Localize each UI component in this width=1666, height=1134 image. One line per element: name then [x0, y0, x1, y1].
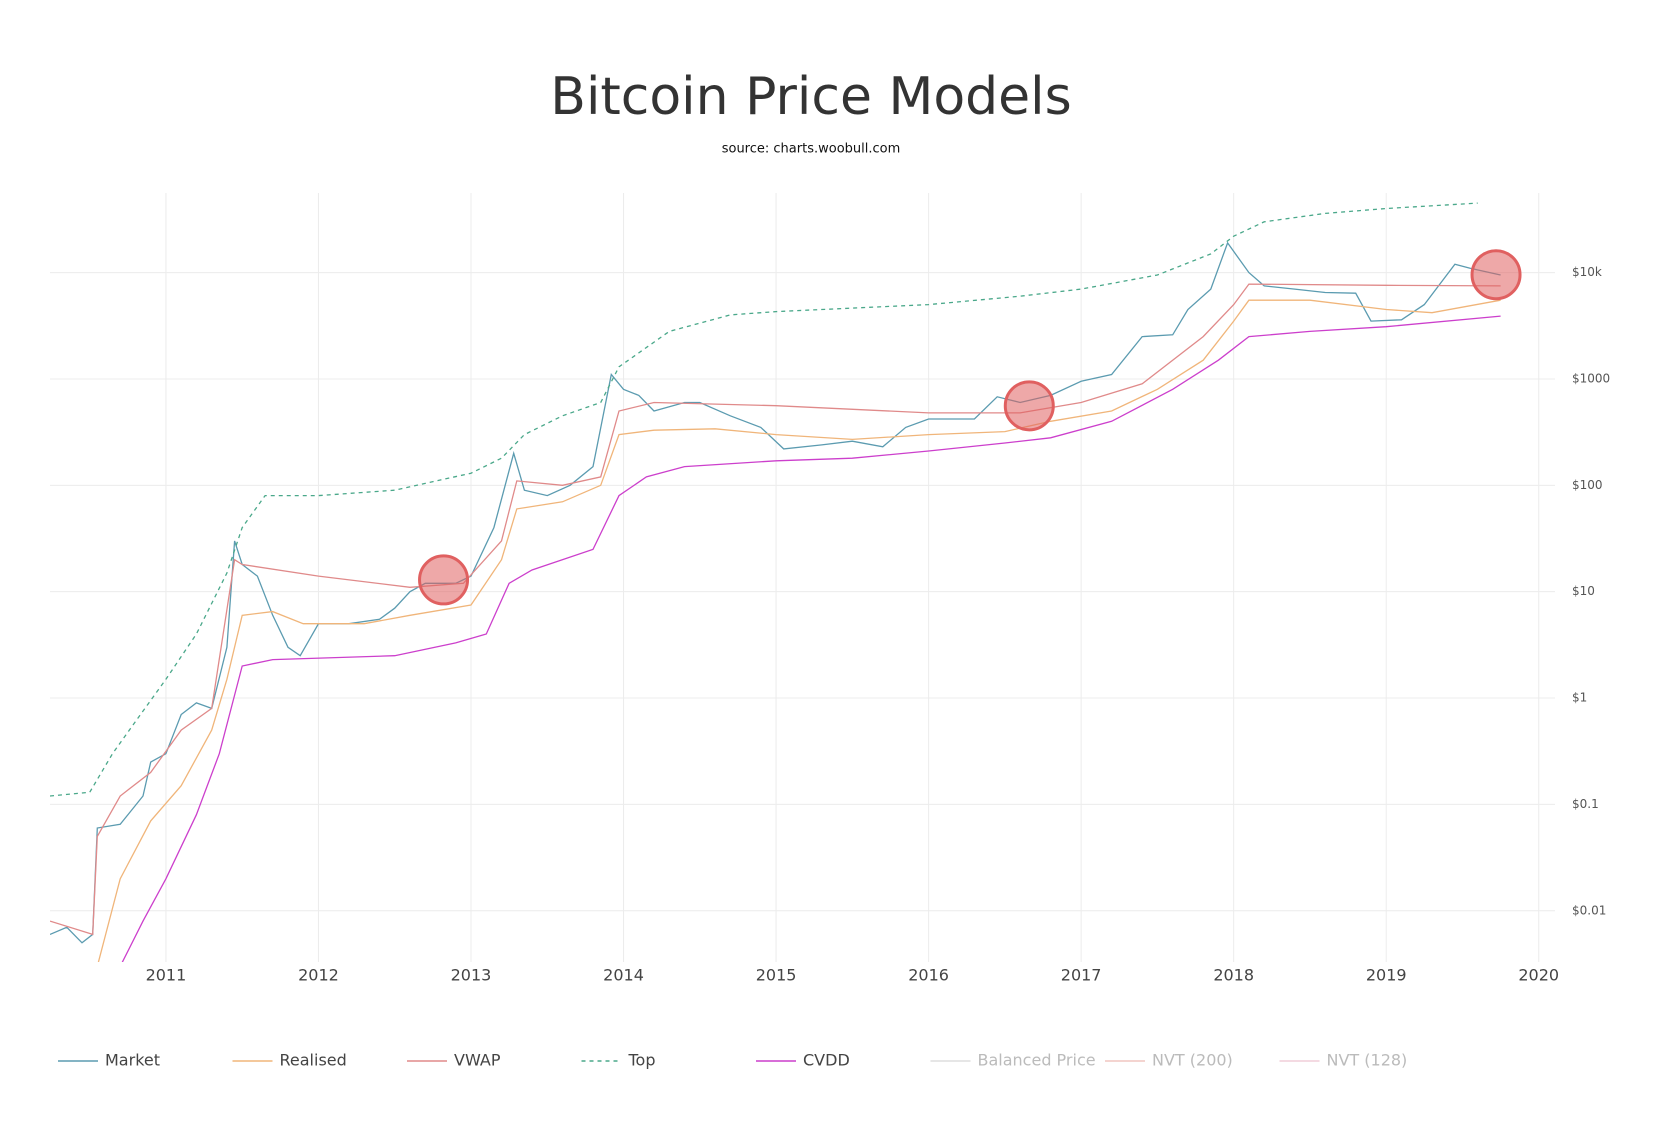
highlight-circle [1003, 380, 1055, 432]
chart-title: Bitcoin Price Models [550, 67, 1071, 127]
x-tick-label: 2011 [146, 966, 187, 985]
legend-label: NVT (128) [1327, 1051, 1408, 1070]
y-tick-label: $0.1 [1572, 797, 1599, 811]
axis-labels: 2011 2012 2013 2014 2015 2016 2017 2018 2019 2020… [146, 265, 1611, 984]
series-line [97, 299, 1501, 962]
x-tick-label: 2017 [1061, 966, 1102, 985]
x-tick-label: 2013 [451, 966, 492, 985]
x-tick-label: 2014 [603, 966, 644, 985]
legend-label: CVDD [803, 1051, 850, 1070]
y-tick-label: $10k [1572, 265, 1602, 279]
y-tick-label: $1000 [1572, 371, 1610, 385]
legend-label: Realised [280, 1051, 347, 1070]
legend-label: Top [628, 1051, 656, 1070]
highlight-circle [418, 554, 470, 606]
chart-subtitle: source: charts.woobull.com [722, 142, 901, 157]
grid [50, 193, 1555, 962]
x-tick-label: 2016 [908, 966, 949, 985]
series-line [121, 315, 1501, 962]
legend-label: NVT (200) [1152, 1051, 1233, 1070]
x-tick-label: 2020 [1518, 966, 1559, 985]
x-tick-label: 2012 [298, 966, 339, 985]
x-tick-label: 2018 [1213, 966, 1254, 985]
legend-label: Balanced Price [978, 1051, 1096, 1070]
highlight-circle [1470, 249, 1522, 301]
y-tick-label: $10 [1572, 584, 1595, 598]
y-tick-label: $0.01 [1572, 903, 1606, 917]
y-tick-label: $100 [1572, 478, 1603, 492]
legend-label: VWAP [454, 1051, 501, 1070]
y-tick-label: $1 [1572, 691, 1587, 705]
x-tick-label: 2019 [1366, 966, 1407, 985]
series-line [50, 241, 1501, 944]
legend-label: Market [105, 1051, 160, 1070]
x-tick-label: 2015 [756, 966, 797, 985]
series-line [50, 202, 1478, 797]
legend: Market Realised VWAP Top CVDD Balanced Price N… [58, 1051, 1407, 1070]
plot-area [50, 202, 1522, 962]
series-line [50, 283, 1501, 936]
